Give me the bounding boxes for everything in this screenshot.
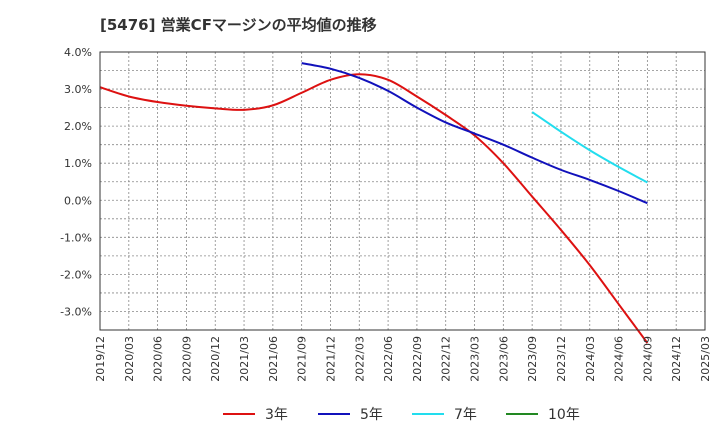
x-tick-label: 2024/12 [670,336,683,382]
x-tick-label: 2022/12 [440,336,453,382]
x-tick-label: 2023/12 [555,336,568,382]
x-tick-label: 2020/09 [180,336,193,382]
x-tick-label: 2023/09 [526,336,539,382]
x-tick-label: 2022/06 [382,336,395,382]
x-tick-label: 2021/06 [267,336,280,382]
x-tick-label: 2021/12 [324,336,337,382]
x-axis: 2019/12 2020/03 2020/06 2020/09 2020/12 2021/… [94,336,712,382]
plot-background [100,52,705,330]
x-tick-label: 2025/03 [699,336,712,382]
y-tick-label: 2.0% [64,120,92,133]
y-tick-label: 4.0% [64,46,92,59]
y-tick-label: -3.0% [60,305,92,318]
legend-label: 3年 [265,407,288,423]
y-tick-label: 0.0% [64,194,92,207]
series-line-3 [531,111,648,184]
legend: 3年 5年 7年 10年 [223,407,580,423]
chart-title: [5476] 営業CFマージンの平均値の推移 [100,16,377,34]
series-line-1 [99,73,649,344]
legend-label: 7年 [454,407,477,423]
x-tick-label: 2020/03 [123,336,136,382]
x-tick-label: 2023/06 [497,336,510,382]
y-tick-label: 1.0% [64,157,92,170]
x-tick-label: 2021/09 [296,336,309,382]
x-tick-label: 2023/03 [469,336,482,382]
x-tick-label: 2021/03 [238,336,251,382]
x-tick-label: 2020/12 [209,336,222,382]
x-tick-label: 2024/09 [641,336,654,382]
x-tick-label: 2024/03 [584,336,597,382]
legend-label: 10年 [548,407,580,423]
legend-label: 5年 [360,407,383,423]
x-tick-label: 2022/03 [353,336,366,382]
y-tick-label: -2.0% [60,268,92,281]
y-tick-label: -1.0% [60,231,92,244]
x-tick-label: 2022/09 [411,336,424,382]
y-axis: 4.0% 3.0% 2.0% 1.0% 0.0% -1.0% -2.0% -3.0% [60,46,92,318]
x-tick-label: 2019/12 [94,336,107,382]
series-line-2 [301,62,648,205]
plot-border [99,51,706,331]
y-tick-label: 3.0% [64,83,92,96]
x-tick-label: 2024/06 [613,336,626,382]
x-tick-label: 2020/06 [152,336,165,382]
series-lines [99,62,649,344]
